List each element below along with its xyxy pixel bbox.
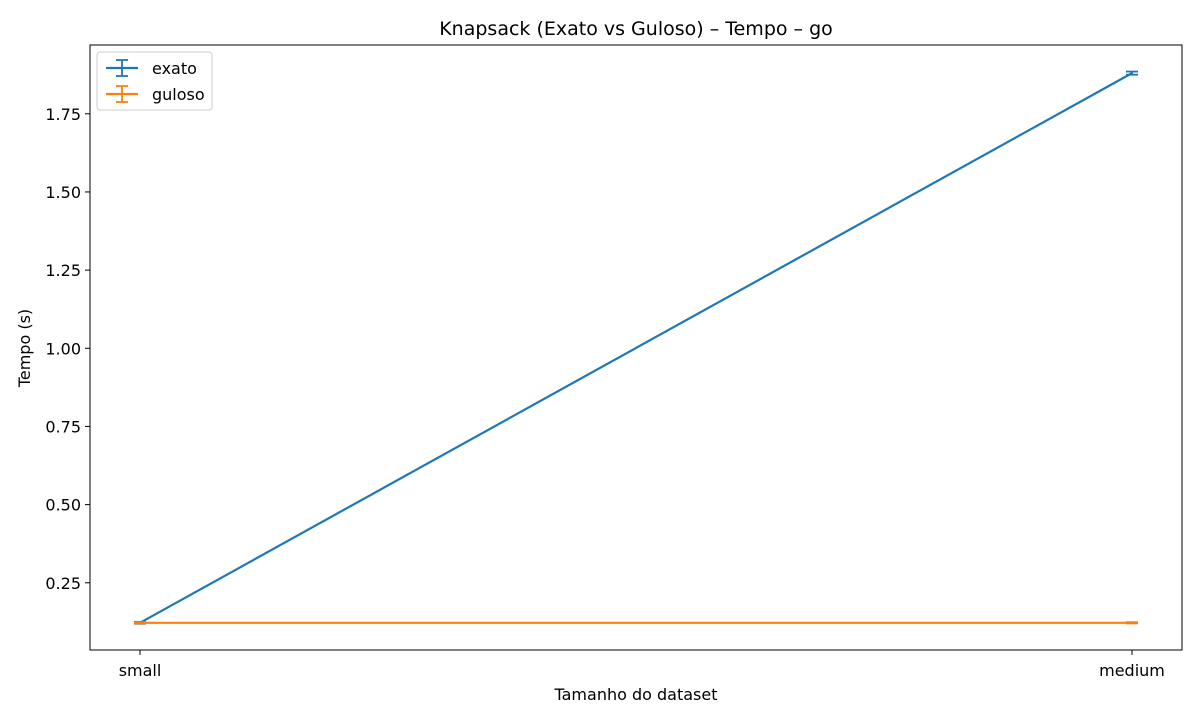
y-tick-label: 0.25 <box>45 574 81 593</box>
y-tick-label: 1.00 <box>45 339 81 358</box>
plot-frame <box>89 44 1183 651</box>
x-tick-label: small <box>119 661 162 680</box>
legend-box <box>96 51 213 111</box>
y-tick-label: 1.50 <box>45 183 81 202</box>
y-axis-label: Tempo (s) <box>15 309 34 388</box>
x-tick-label: medium <box>1099 661 1165 680</box>
legend-label-guloso: guloso <box>152 85 205 104</box>
legend: exato guloso <box>96 51 213 111</box>
legend-label-exato: exato <box>152 59 197 78</box>
x-axis-label: Tamanho do dataset <box>554 685 718 704</box>
y-axis: 0.25 0.50 0.75 1.00 1.25 1.50 1.75 <box>45 105 90 593</box>
series-layer <box>134 70 1138 625</box>
series-line-exato <box>139 72 1133 624</box>
y-tick-label: 0.75 <box>45 417 81 436</box>
chart-title: Knapsack (Exato vs Guloso) – Tempo – go <box>439 18 833 40</box>
x-axis: small medium <box>119 650 1165 680</box>
y-tick-label: 0.50 <box>45 496 81 515</box>
y-tick-label: 1.75 <box>45 105 81 124</box>
y-tick-label: 1.25 <box>45 261 81 280</box>
